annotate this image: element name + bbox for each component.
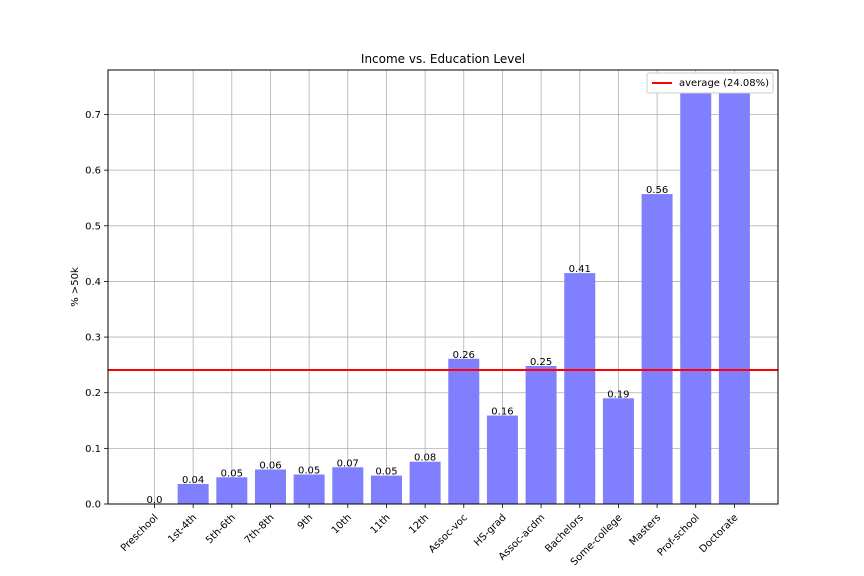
bar-prof-school [680,92,712,504]
bars [177,91,750,505]
y-axis-ticks: 0.0 0.1 0.2 0.3 0.4 0.5 0.6 0.7 [85,110,108,511]
legend-box [646,72,774,94]
y-tick-label: 0.4 [85,277,101,288]
bar-hs-grad [486,415,518,504]
y-tick-label: 0.1 [85,444,101,455]
bar-doctorate [718,91,750,504]
y-tick-label: 0.6 [85,166,101,177]
data-label: 0.05 [375,467,397,478]
plot-frame [107,69,779,505]
data-label: 0.56 [646,185,668,196]
y-axis-label: % >50k [70,267,81,307]
data-label: 0.26 [453,350,475,361]
bar-5th-6th [216,477,248,504]
bar-assoc-voc [448,358,480,504]
bar-11th [370,475,402,504]
data-label: 0.04 [182,475,204,486]
bar-12th [409,461,441,504]
data-label: 0.0 [147,495,163,506]
bar-bachelors [564,273,596,504]
data-label: 0.07 [337,458,359,469]
chart-title: Income vs. Education Level [361,52,525,66]
y-tick-label: 0.0 [85,500,101,511]
y-tick-label: 0.5 [85,221,101,232]
y-tick-label: 0.2 [85,388,101,399]
data-label: 0.08 [414,453,436,464]
data-label: 0.16 [491,407,513,418]
data-labels: 0.0 0.04 0.05 0.06 0.05 0.07 0.05 0.08 0.26 0.16 0… [147,185,669,506]
bar-1st-4th [177,483,209,504]
y-tick-label: 0.3 [85,333,101,344]
data-label: 0.41 [569,264,591,275]
bar-some-college [602,398,634,504]
bar-10th [332,467,364,504]
bar-masters [641,194,673,505]
data-label: 0.25 [530,357,552,368]
legend-label-average: average (24.08%) [679,78,769,89]
y-tick-label: 0.7 [85,110,101,121]
data-label: 0.05 [298,466,320,477]
bar-7th-8th [254,469,286,504]
legend: average (24.08%) [646,72,774,94]
bar-assoc-acdm [525,366,557,504]
data-label: 0.06 [259,461,281,472]
data-label: 0.05 [221,468,243,479]
bar-9th [293,474,325,504]
data-label: 0.19 [607,389,629,400]
